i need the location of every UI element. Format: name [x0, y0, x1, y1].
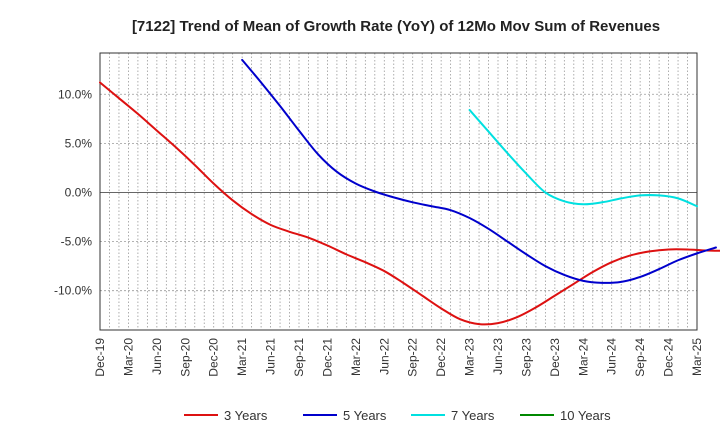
y-tick-label: 10.0% — [58, 87, 92, 101]
x-tick-label: Dec-24 — [662, 338, 676, 377]
series-line-5-years — [241, 58, 717, 284]
x-tick-label: Dec-23 — [548, 338, 562, 377]
y-tick-label: -10.0% — [54, 284, 92, 298]
legend-label: 7 Years — [451, 408, 495, 423]
legend: 3 Years 5 Years 7 Years 10 Years — [184, 408, 611, 423]
x-tick-label: Jun-22 — [377, 338, 391, 375]
y-tick-label: 0.0% — [65, 185, 93, 199]
chart-title: [7122] Trend of Mean of Growth Rate (YoY… — [132, 18, 660, 35]
x-tick-label: Dec-20 — [207, 338, 221, 377]
x-tick-label: Mar-23 — [463, 338, 477, 376]
plot-area — [99, 52, 698, 331]
x-tick-label: Mar-24 — [576, 338, 590, 376]
y-axis: 10.0% 5.0% 0.0% -5.0% -10.0% — [54, 87, 92, 297]
grid — [100, 53, 697, 330]
x-tick-label: Jun-21 — [264, 338, 278, 375]
legend-label: 10 Years — [560, 408, 611, 423]
x-tick-label: Sep-24 — [633, 338, 647, 377]
series-lines — [99, 58, 720, 326]
x-tick-label: Mar-21 — [235, 338, 249, 376]
x-tick-label: Mar-20 — [121, 338, 135, 376]
x-tick-label: Sep-20 — [178, 338, 192, 377]
series-line-3-years — [99, 81, 720, 326]
x-tick-label: Sep-23 — [519, 338, 533, 377]
x-axis: Dec-19 Mar-20 Jun-20 Sep-20 Dec-20 Mar-21 Jun-… — [93, 338, 704, 377]
x-tick-label: Jun-20 — [150, 338, 164, 375]
x-tick-label: Sep-21 — [292, 338, 306, 377]
x-tick-label: Dec-22 — [434, 338, 448, 377]
x-tick-label: Mar-22 — [349, 338, 363, 376]
x-tick-label: Dec-19 — [93, 338, 107, 377]
series-line-7-years — [468, 108, 698, 208]
legend-label: 5 Years — [343, 408, 387, 423]
x-tick-label: Sep-22 — [406, 338, 420, 377]
x-tick-label: Mar-25 — [690, 338, 704, 376]
x-tick-label: Dec-21 — [320, 338, 334, 377]
y-tick-label: -5.0% — [61, 235, 93, 249]
x-tick-label: Jun-24 — [605, 338, 619, 375]
y-tick-label: 5.0% — [65, 136, 93, 150]
legend-label: 3 Years — [224, 408, 268, 423]
x-tick-label: Jun-23 — [491, 338, 505, 375]
